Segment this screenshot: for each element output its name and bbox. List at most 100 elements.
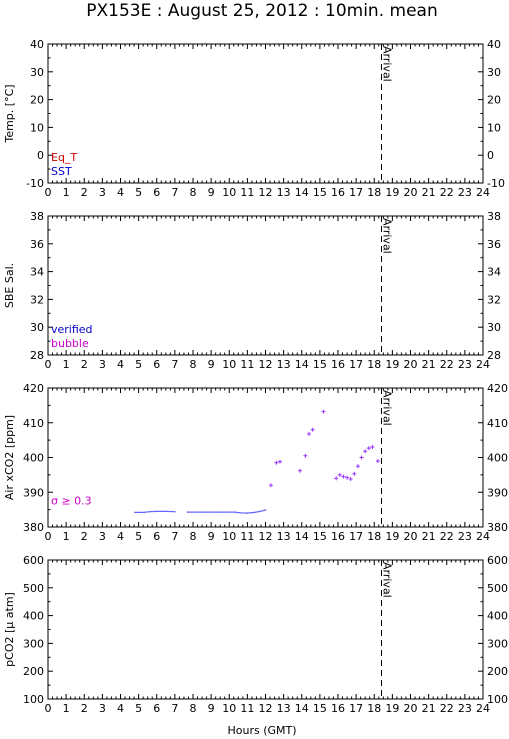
arrival-label: Arrival — [381, 218, 394, 254]
x-tick-label: 12 — [259, 186, 273, 199]
y-tick-label-right: 400 — [487, 452, 508, 465]
x-tick-label: 1 — [63, 186, 70, 199]
x-tick-label: 6 — [153, 530, 160, 543]
x-tick-label: 3 — [99, 702, 106, 715]
xco2-data-point — [341, 474, 346, 479]
y-tick-label-left: 32 — [30, 293, 44, 306]
xco2-data-point — [348, 477, 353, 482]
legend-eq-t: Eq_T — [51, 151, 77, 164]
xco2-data-point — [148, 510, 151, 513]
y-tick-label-right: 34 — [487, 266, 501, 279]
x-tick-label: 1 — [63, 358, 70, 371]
x-tick-label: 0 — [45, 702, 52, 715]
x-tick-label: 13 — [277, 358, 291, 371]
x-tick-label: 6 — [153, 186, 160, 199]
x-tick-label: 21 — [422, 358, 436, 371]
xco2-data-point — [219, 511, 221, 513]
arrival-label: Arrival — [381, 562, 394, 598]
x-tick-label: 17 — [349, 702, 363, 715]
x-tick-label: 22 — [440, 186, 454, 199]
y-tick-label-left: 30 — [30, 321, 44, 334]
y-tick-label-right: 390 — [487, 486, 508, 499]
x-tick-label: 2 — [81, 186, 88, 199]
y-tick-label-right: 36 — [487, 238, 501, 251]
x-tick-label: 22 — [440, 358, 454, 371]
x-tick-label: 15 — [313, 702, 327, 715]
x-tick-label: 19 — [385, 358, 399, 371]
xco2-data-point — [355, 464, 360, 469]
x-tick-label: 20 — [404, 530, 418, 543]
xco2-data-point — [359, 455, 364, 460]
x-tick-label: 16 — [331, 702, 345, 715]
x-tick-label: 8 — [190, 530, 197, 543]
xco2-data-point — [239, 511, 241, 514]
y-tick-label-left: 500 — [23, 582, 44, 595]
y-tick-label-left: 10 — [30, 121, 44, 134]
x-tick-label: 4 — [117, 702, 124, 715]
xco2-data-point — [370, 445, 375, 450]
x-tick-label: 19 — [385, 186, 399, 199]
xco2-data-point — [334, 476, 339, 481]
x-tick-label: 5 — [135, 530, 142, 543]
x-tick-label: 3 — [99, 358, 106, 371]
x-tick-label: 23 — [458, 530, 472, 543]
x-tick-label: 21 — [422, 186, 436, 199]
x-tick-label: 24 — [476, 358, 490, 371]
plot-frame — [47, 215, 484, 356]
legend-sst: SST — [51, 165, 72, 178]
legend-verified: verified — [51, 323, 93, 336]
xco2-data-point — [345, 475, 350, 480]
y-tick-label-right: -10 — [487, 177, 505, 190]
legend-bubble: bubble — [51, 337, 89, 350]
x-tick-label: 14 — [295, 358, 309, 371]
xco2-data-point — [264, 509, 267, 511]
y-tick-label-right: 420 — [487, 382, 508, 395]
xco2-data-point — [278, 459, 282, 464]
y-tick-label-left: 200 — [23, 665, 44, 678]
y-tick-label-left: 300 — [23, 637, 44, 650]
y-tick-label-left: 34 — [30, 266, 44, 279]
plot-frame — [47, 43, 484, 184]
y-tick-label-left: 0 — [37, 149, 44, 162]
x-tick-label: 22 — [440, 702, 454, 715]
x-tick-label: 20 — [404, 702, 418, 715]
x-tick-label: 4 — [117, 358, 124, 371]
x-tick-label: 11 — [240, 530, 254, 543]
xco2-series-line — [135, 510, 175, 514]
x-tick-label: 3 — [99, 530, 106, 543]
xco2-data-point — [307, 431, 311, 436]
panel-3: 0 1 2 3 4 5 6 7 8 9 10 11 12 13 14 15 16 17 18 19 20 21 22 23 24… — [3, 382, 508, 543]
xco2-data-point — [174, 510, 176, 513]
xco2-data-point — [268, 483, 273, 488]
x-tick-label: 16 — [331, 530, 345, 543]
xco2-data-point — [259, 510, 261, 513]
xco2-data-point — [363, 449, 368, 454]
y-axis-label: SBE Sal. — [3, 263, 16, 308]
y-tick-label-left: 100 — [23, 693, 44, 706]
x-tick-label: 6 — [153, 358, 160, 371]
y-tick-label-right: 20 — [487, 94, 501, 107]
x-tick-label: 10 — [222, 530, 236, 543]
y-tick-label-right: 300 — [487, 637, 508, 650]
x-tick-label: 7 — [171, 358, 178, 371]
xco2-data-point — [134, 511, 136, 514]
x-tick-label: 22 — [440, 530, 454, 543]
x-tick-label: 8 — [190, 186, 197, 199]
x-tick-label: 5 — [135, 186, 142, 199]
y-tick-label-left: 20 — [30, 94, 44, 107]
xco2-data-point — [321, 409, 326, 414]
x-tick-label: 9 — [208, 702, 215, 715]
x-tick-label: 10 — [222, 186, 236, 199]
x-tick-label: 14 — [295, 186, 309, 199]
y-tick-label-right: 100 — [487, 693, 508, 706]
panel-1: 0 1 2 3 4 5 6 7 8 9 10 11 12 13 14 15 16 17 18 19 20 21 22 23 24… — [3, 38, 505, 199]
xco2-data-point — [253, 511, 256, 514]
xco2-data-point — [297, 468, 302, 473]
x-tick-label: 15 — [313, 358, 327, 371]
x-tick-label: 11 — [240, 186, 254, 199]
y-tick-label-left: 30 — [30, 66, 44, 79]
x-tick-label: 4 — [117, 530, 124, 543]
xco2-data-point — [375, 458, 380, 463]
sigma-annotation: σ ≥ 0.3 — [51, 494, 92, 507]
xco2-data-point — [366, 446, 371, 451]
